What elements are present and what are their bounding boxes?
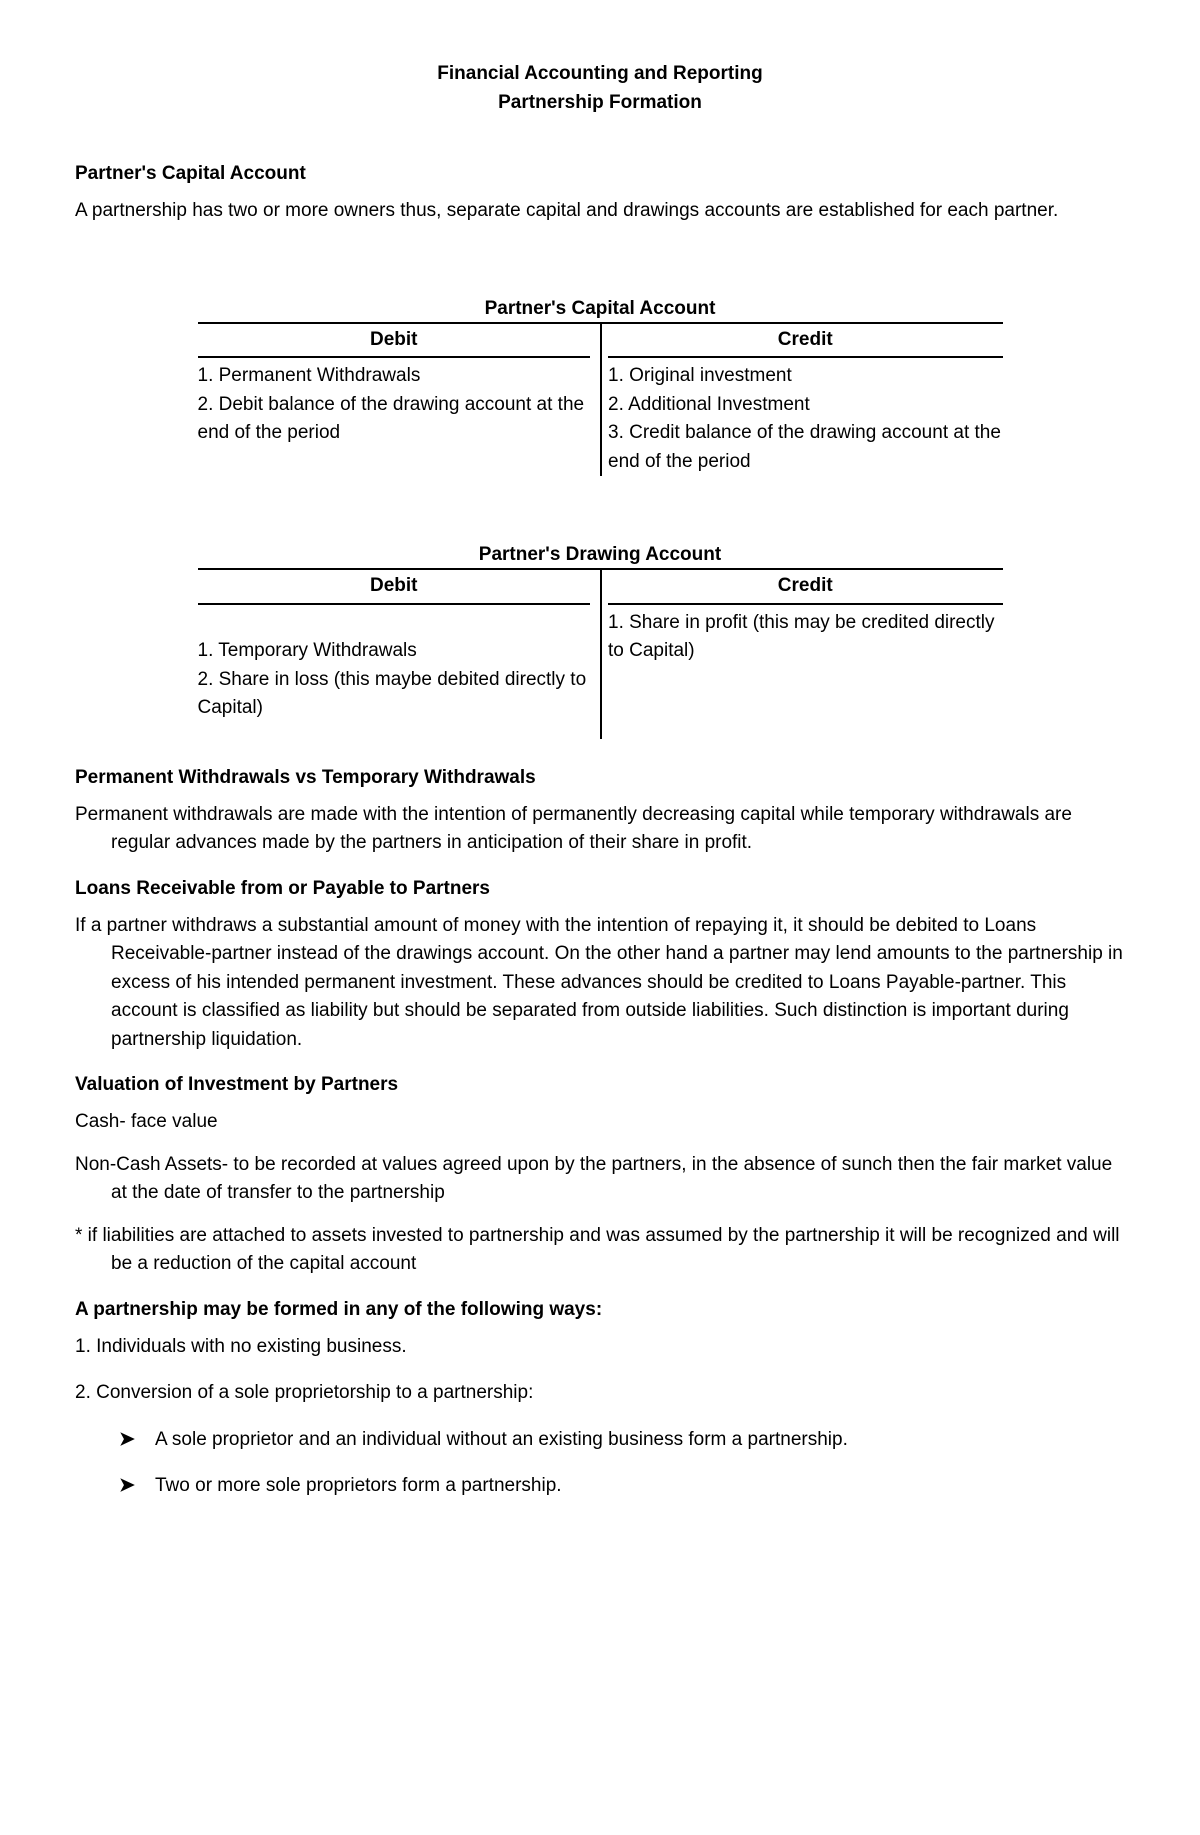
arrow-bullet-icon: ➤ <box>119 1472 155 1501</box>
debit-header: Debit <box>198 570 591 605</box>
section-text-loans: If a partner withdraws a substantial amo… <box>75 912 1125 1055</box>
valuation-note: * if liabilities are attached to assets … <box>75 1222 1125 1279</box>
valuation-cash: Cash- face value <box>75 1108 1125 1137</box>
formed-subitem-text: Two or more sole proprietors form a part… <box>155 1472 562 1501</box>
drawing-debit-column: Debit 1. Temporary Withdrawals 2. Share … <box>198 570 601 739</box>
drawing-account-table: Partner's Drawing Account Debit 1. Tempo… <box>198 544 1003 739</box>
drawing-credit-item: 1. Share in profit (this may be credited… <box>608 609 1003 666</box>
document-header: Financial Accounting and Reporting Partn… <box>75 60 1125 117</box>
debit-header: Debit <box>198 324 591 359</box>
section-title-withdrawals: Permanent Withdrawals vs Temporary Withd… <box>75 767 1125 789</box>
formed-item-1: 1. Individuals with no existing business… <box>75 1333 1125 1362</box>
header-line-2: Partnership Formation <box>75 89 1125 118</box>
header-line-1: Financial Accounting and Reporting <box>75 60 1125 89</box>
capital-debit-item: 1. Permanent Withdrawals <box>198 362 591 391</box>
section-title-valuation: Valuation of Investment by Partners <box>75 1074 1125 1096</box>
drawing-debit-item <box>198 609 591 638</box>
formed-item-2: 2. Conversion of a sole proprietorship t… <box>75 1379 1125 1408</box>
capital-credit-item: 3. Credit balance of the drawing account… <box>608 419 1003 476</box>
drawing-debit-item: 1. Temporary Withdrawals <box>198 637 591 666</box>
capital-account-title: Partner's Capital Account <box>198 298 1003 320</box>
section-title-loans: Loans Receivable from or Payable to Part… <box>75 878 1125 900</box>
document-page: Financial Accounting and Reporting Partn… <box>0 0 1200 1579</box>
valuation-noncash: Non-Cash Assets- to be recorded at value… <box>75 1151 1125 1208</box>
section-title-capital-account: Partner's Capital Account <box>75 163 1125 185</box>
capital-debit-column: Debit 1. Permanent Withdrawals 2. Debit … <box>198 324 601 477</box>
capital-credit-column: Credit 1. Original investment 2. Additio… <box>600 324 1003 477</box>
section-text-withdrawals: Permanent withdrawals are made with the … <box>75 801 1125 858</box>
formed-subitem: ➤ Two or more sole proprietors form a pa… <box>119 1472 1125 1501</box>
drawing-account-title: Partner's Drawing Account <box>198 544 1003 566</box>
capital-debit-item: 2. Debit balance of the drawing account … <box>198 391 591 448</box>
capital-credit-item: 2. Additional Investment <box>608 391 1003 420</box>
credit-header: Credit <box>608 570 1003 605</box>
capital-account-table: Partner's Capital Account Debit 1. Perma… <box>198 298 1003 477</box>
drawing-credit-column: Credit 1. Share in profit (this may be c… <box>600 570 1003 739</box>
formed-subitem: ➤ A sole proprietor and an individual wi… <box>119 1426 1125 1455</box>
section-text-capital-account: A partnership has two or more owners thu… <box>75 197 1125 226</box>
credit-header: Credit <box>608 324 1003 359</box>
section-title-formed: A partnership may be formed in any of th… <box>75 1299 1125 1321</box>
drawing-debit-item: 2. Share in loss (this maybe debited dir… <box>198 666 591 723</box>
formed-list: 1. Individuals with no existing business… <box>75 1333 1125 1501</box>
capital-credit-item: 1. Original investment <box>608 362 1003 391</box>
arrow-bullet-icon: ➤ <box>119 1426 155 1455</box>
formed-subitem-text: A sole proprietor and an individual with… <box>155 1426 848 1455</box>
